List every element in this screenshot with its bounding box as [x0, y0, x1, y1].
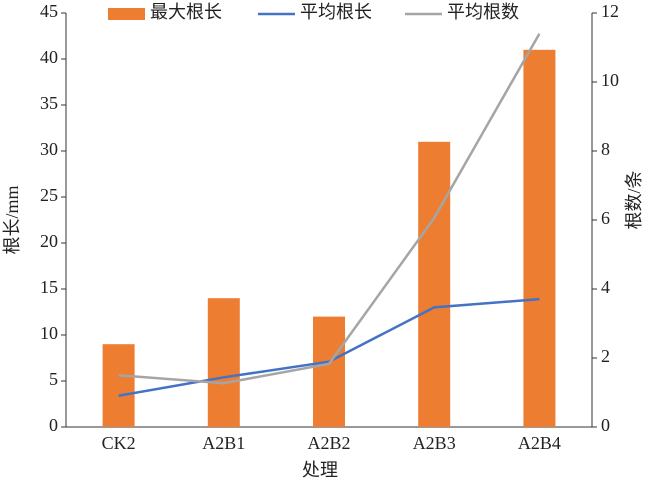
legend-label: 平均根长 — [300, 2, 372, 22]
y-tick-label: 45 — [40, 1, 58, 21]
y-tick-label: 30 — [40, 139, 58, 159]
y2-tick-label: 8 — [601, 139, 610, 159]
bar — [418, 141, 451, 428]
y-tick-label: 40 — [40, 47, 58, 67]
bar — [102, 344, 135, 427]
x-axis-label: 处理 — [302, 460, 338, 480]
legend-label: 平均根数 — [447, 2, 519, 22]
bar — [523, 49, 556, 428]
x-tick-label: A2B4 — [518, 433, 561, 453]
y-tick-label: 35 — [40, 93, 58, 113]
x-tick-label: A2B1 — [202, 433, 245, 453]
y-tick-label: 15 — [40, 277, 58, 297]
y2-tick-label: 4 — [601, 277, 610, 297]
y-tick-label: 0 — [49, 415, 58, 435]
y2-tick-label: 2 — [601, 346, 610, 366]
y-axis-label: 根长/mm — [2, 185, 22, 254]
line — [118, 33, 541, 385]
legend-swatch — [108, 8, 145, 20]
y2-tick-label: 0 — [601, 415, 610, 435]
x-tick-label: A2B3 — [413, 433, 456, 453]
y2-tick-label: 10 — [601, 70, 619, 90]
line — [118, 297, 540, 397]
y2-tick-label: 12 — [601, 1, 619, 21]
x-tick-label: CK2 — [102, 433, 136, 453]
bar — [313, 316, 345, 427]
x-tick-label: A2B2 — [307, 433, 350, 453]
y-tick-label: 5 — [49, 369, 58, 389]
bar — [207, 298, 240, 427]
y2-axis-label: 根数/条 — [624, 170, 644, 229]
y-tick-label: 20 — [40, 231, 58, 251]
y-tick-label: 25 — [40, 185, 58, 205]
y-tick-label: 10 — [40, 323, 58, 343]
y2-tick-label: 6 — [601, 208, 610, 228]
legend-label: 最大根长 — [150, 2, 222, 22]
